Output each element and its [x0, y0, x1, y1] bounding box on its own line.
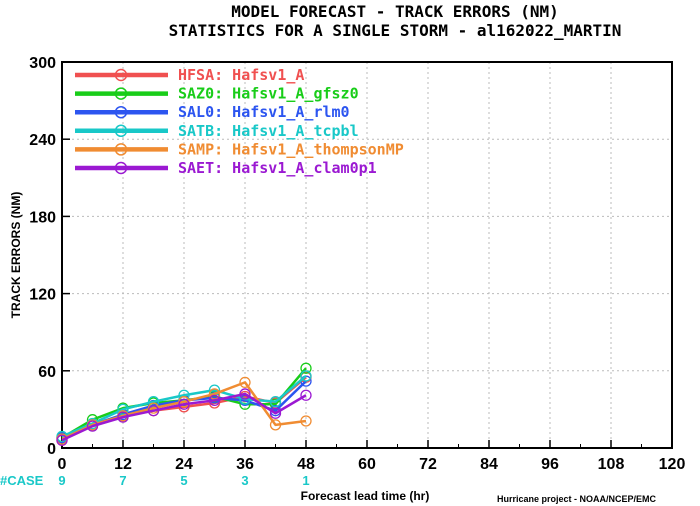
x-tick-label: 48	[297, 456, 315, 473]
legend-label: HFSA: Hafsv1_A	[178, 66, 304, 84]
data-point	[117, 403, 129, 416]
x-tick-label: 60	[358, 456, 376, 473]
case-count: 3	[241, 473, 248, 488]
data-point	[300, 389, 312, 401]
axis-tick-labels: 0 12 24 36 48 60 72 84 96 108 120 0 60 120 180 240 300	[29, 55, 685, 473]
data-point	[178, 389, 190, 401]
x-tick-label: 96	[541, 456, 559, 473]
y-tick-label: 300	[29, 55, 56, 72]
chart-subtitle: STATISTICS FOR A SINGLE STORM - al162022…	[169, 21, 622, 40]
case-count: 1	[302, 473, 309, 488]
series-layer	[56, 362, 312, 446]
data-point	[147, 396, 160, 408]
case-count: 9	[58, 473, 65, 488]
y-tick-label: 60	[38, 364, 56, 381]
y-tick-label: 180	[29, 209, 56, 226]
data-point	[300, 370, 312, 382]
x-tick-label: 72	[419, 456, 437, 473]
axis-ticks	[61, 61, 673, 449]
legend-item: SAET: Hafsv1_A_clam0p1	[75, 159, 377, 177]
x-tick-label: 84	[480, 456, 498, 473]
case-count: 7	[119, 473, 126, 488]
legend-item: SAZ0: Hafsv1_A_gfsz0	[75, 85, 359, 103]
data-point	[56, 434, 68, 446]
data-point	[86, 420, 99, 432]
plot-frame	[61, 61, 673, 449]
x-tick-label: 12	[114, 456, 132, 473]
legend-label: SAMP: Hafsv1_A_thompsonMP	[178, 140, 404, 158]
credit-text: Hurricane project - NOAA/NCEP/EMC	[497, 494, 657, 504]
data-point	[208, 394, 221, 407]
legend-marker	[114, 124, 128, 138]
legend-label: SAL0: Hafsv1_A_rlm0	[178, 103, 350, 121]
data-point	[269, 396, 282, 408]
case-count: 5	[180, 473, 187, 488]
legend-item: SAL0: Hafsv1_A_rlm0	[75, 103, 350, 121]
y-axis-label: TRACK ERRORS (NM)	[9, 192, 23, 319]
case-label: #CASE	[0, 473, 44, 488]
grid-lines	[62, 62, 672, 448]
legend-marker	[114, 87, 128, 100]
legend-label: SAZ0: Hafsv1_A_gfsz0	[178, 85, 359, 103]
y-tick-label: 240	[29, 132, 56, 149]
data-point	[300, 362, 312, 374]
legend-marker	[114, 143, 128, 156]
x-tick-label: 108	[598, 456, 625, 473]
x-tick-label: 24	[175, 456, 193, 473]
data-point	[117, 411, 129, 423]
x-tick-label: 36	[236, 456, 254, 473]
legend-item: SATB: Hafsv1_A_tcpbl	[75, 122, 359, 140]
data-point	[269, 419, 282, 431]
legend-label: SAET: Hafsv1_A_clam0p1	[178, 159, 377, 177]
legend-item: HFSA: Hafsv1_A	[75, 66, 304, 84]
x-axis-label: Forecast lead time (hr)	[301, 489, 430, 503]
legend-marker	[114, 68, 128, 82]
legend-marker	[114, 105, 128, 119]
data-point	[269, 407, 282, 419]
case-counts: 9 7 5 3 1	[58, 473, 309, 488]
data-point	[239, 376, 251, 389]
chart-title: MODEL FORECAST - TRACK ERRORS (NM)	[231, 2, 559, 21]
x-tick-label: 120	[659, 456, 686, 473]
y-tick-label: 120	[29, 287, 56, 304]
legend-item: SAMP: Hafsv1_A_thompsonMP	[75, 140, 404, 158]
y-tick-label: 0	[47, 441, 56, 458]
data-point	[147, 405, 160, 417]
data-point	[239, 388, 251, 400]
data-point	[178, 398, 190, 410]
x-tick-label: 0	[58, 456, 67, 473]
series-3	[56, 370, 312, 443]
data-point	[208, 388, 221, 400]
series-5	[56, 388, 312, 446]
series-line	[61, 392, 307, 442]
series-line	[61, 374, 307, 438]
data-point	[300, 415, 312, 427]
legend-marker	[114, 161, 128, 175]
legend-label: SATB: Hafsv1_A_tcpbl	[178, 122, 359, 140]
